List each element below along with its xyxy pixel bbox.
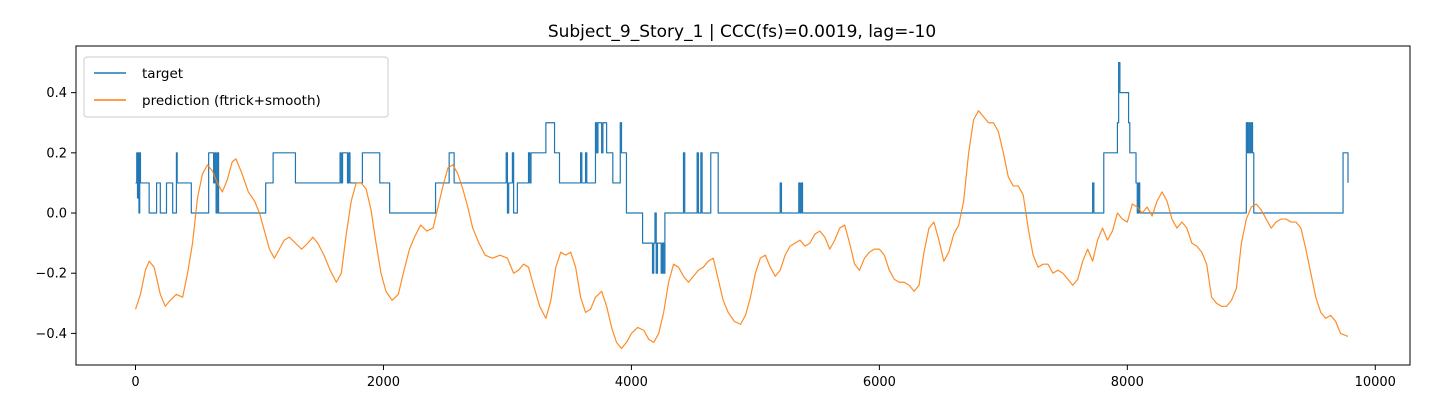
- legend-label-prediction: prediction (ftrick+smooth): [142, 93, 321, 109]
- y-tick-label: 0.0: [46, 207, 67, 222]
- x-tick-label: 2000: [367, 375, 400, 390]
- x-tick-label: 6000: [863, 375, 896, 390]
- chart-title: Subject_9_Story_1 | CCC(fs)=0.0019, lag=…: [548, 22, 936, 42]
- y-tick-label: −0.4: [35, 327, 67, 342]
- y-tick-label: 0.2: [46, 146, 67, 161]
- plot-frame: [75, 45, 1411, 366]
- series-prediction-line: [134, 110, 1349, 350]
- series-target-line: [135, 61, 1349, 274]
- y-axis: −0.4 −0.2 0.0 0.2 0.4: [35, 86, 76, 342]
- y-tick-label: 0.4: [46, 86, 67, 101]
- legend-label-target: target: [142, 66, 183, 82]
- legend-box: [83, 56, 389, 118]
- x-tick-label: 4000: [615, 375, 648, 390]
- series-layer: [134, 61, 1349, 350]
- x-tick-label: 10000: [1355, 375, 1396, 390]
- x-tick-label: 0: [131, 375, 139, 390]
- x-tick-label: 8000: [1111, 375, 1144, 390]
- y-tick-label: −0.2: [35, 267, 67, 282]
- x-axis: 0 2000 4000 6000 8000 10000: [131, 365, 1396, 390]
- legend: target prediction (ftrick+smooth): [83, 56, 389, 118]
